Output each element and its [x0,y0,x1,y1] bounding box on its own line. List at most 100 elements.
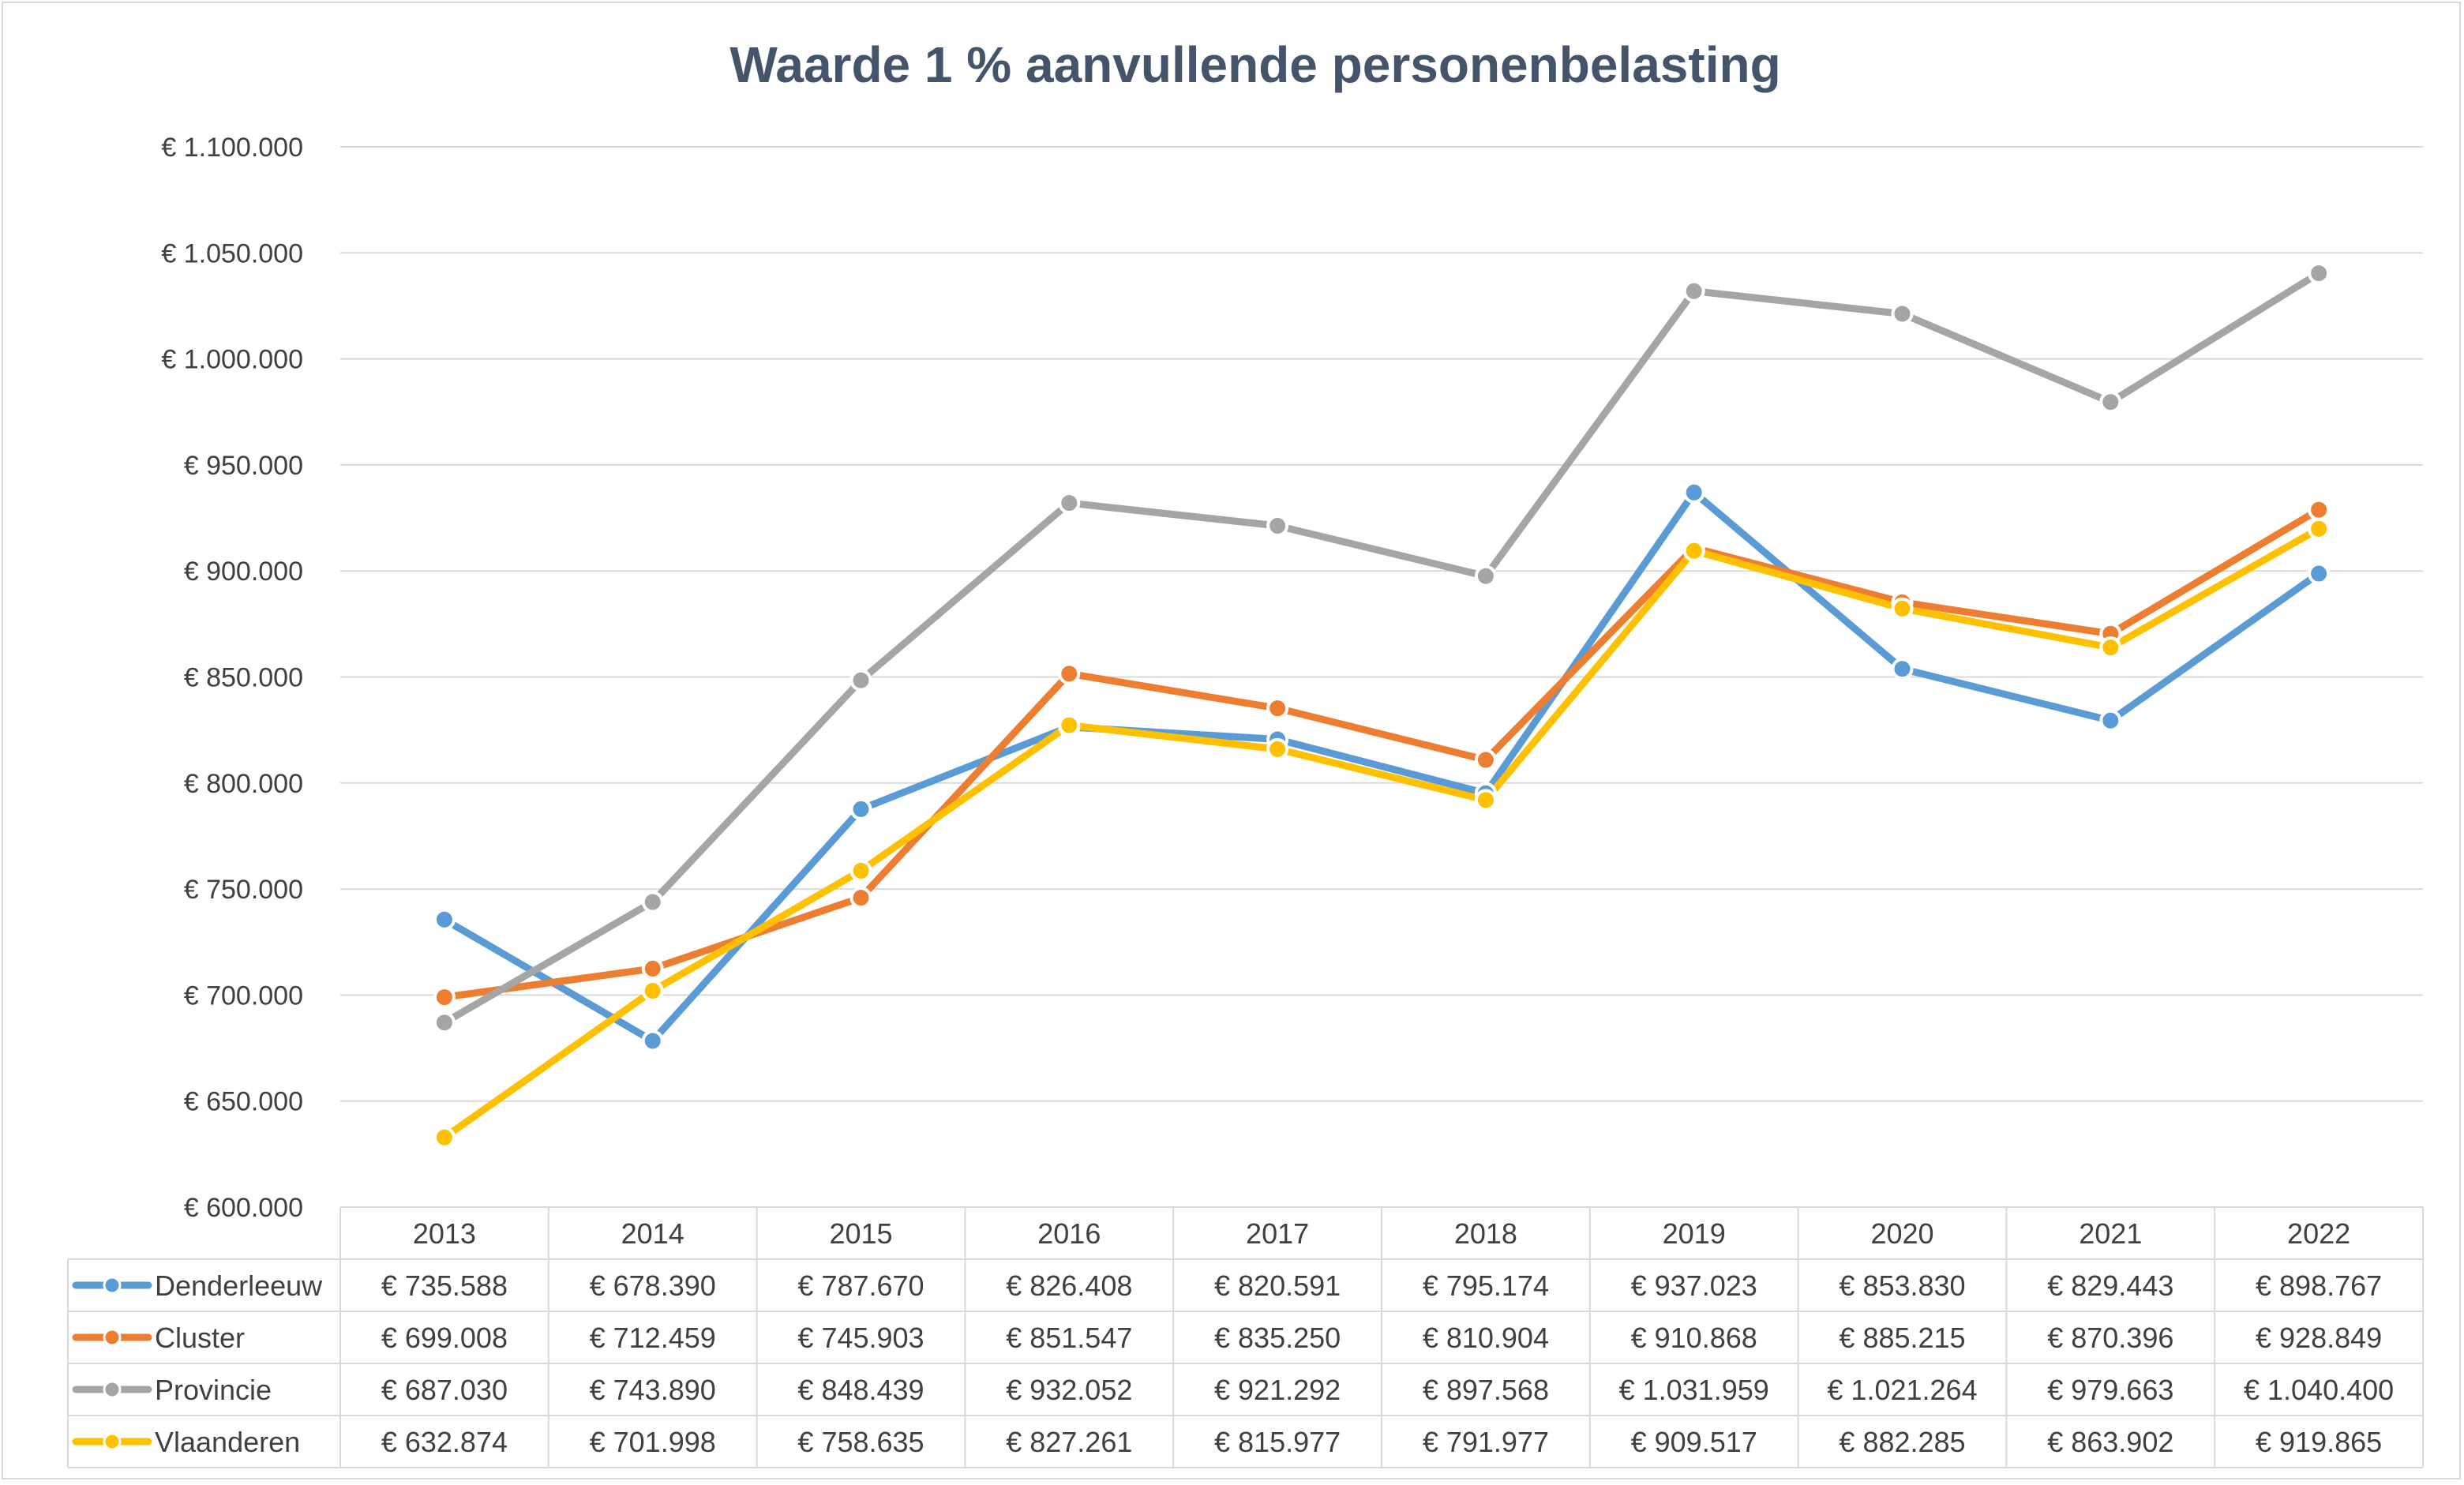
gridlines [340,146,2423,1208]
data-point [849,669,872,692]
data-point [2099,636,2122,659]
data-point [1682,481,1705,504]
data-point [1891,302,1914,325]
plot-area [433,262,2331,1149]
table-cell: € 897.568 [1423,1374,1549,1406]
table-cell: € 910.868 [1631,1322,1757,1354]
data-point [1891,597,1914,620]
x-tick-label: 2013 [413,1217,476,1250]
table-cell: € 701.998 [590,1426,716,1458]
table-cell: € 898.767 [2256,1269,2382,1302]
data-point [849,797,872,820]
data-point [849,887,872,909]
x-tick-label: 2018 [1454,1217,1517,1250]
x-tick-label: 2015 [829,1217,892,1250]
data-point [1474,748,1497,771]
data-point [2308,517,2331,540]
table-cell: € 937.023 [1631,1269,1757,1302]
data-point [2308,562,2331,585]
data-table: 2013 2014 2015 2016 2017 2018 2019 2020 2021 2022… [67,1206,2424,1468]
legend-entry: Provincie [155,1374,272,1406]
data-point [1266,737,1289,760]
table-cell: € 678.390 [590,1269,716,1302]
data-point [433,1011,456,1034]
y-tick-label: € 650.000 [184,1087,303,1117]
x-tick-label: 2022 [2287,1217,2350,1250]
table-cell: € 791.977 [1423,1426,1549,1458]
y-tick-label: € 600.000 [184,1193,303,1223]
legend-key-marker [103,1380,122,1399]
legend-entry: Cluster [155,1322,245,1354]
y-tick-label: € 800.000 [184,769,303,799]
table-cell: € 815.977 [1214,1426,1341,1458]
data-point [641,980,664,1003]
y-tick-label: € 850.000 [184,663,303,693]
table-cell: € 820.591 [1214,1269,1341,1302]
x-tick-label: 2014 [621,1217,684,1250]
legend-key-marker [103,1432,122,1451]
table-cell: € 919.865 [2256,1426,2382,1458]
data-point [849,859,872,882]
x-tick-label: 2016 [1037,1217,1101,1250]
table-cell: € 758.635 [797,1426,924,1458]
line-chart: Waarde 1 % aanvullende personenbelasting… [67,36,2424,1468]
table-cell: € 632.874 [381,1426,508,1458]
series-line [441,269,2323,1026]
data-point [2308,262,2331,285]
chart-title: Waarde 1 % aanvullende personenbelasting [729,36,1780,93]
data-point [1058,714,1081,737]
table-cell: € 712.459 [590,1322,716,1354]
table-cell: € 979.663 [2047,1374,2173,1406]
table-cell: € 928.849 [2256,1322,2382,1354]
data-point [1682,539,1705,562]
table-cell: € 853.830 [1839,1269,1965,1302]
table-cell: € 743.890 [590,1374,716,1406]
table-cell: € 810.904 [1423,1322,1549,1354]
data-point [433,986,456,1009]
legend-key-marker [103,1276,122,1295]
data-point [641,957,664,980]
x-tick-label: 2019 [1663,1217,1726,1250]
data-point [1266,697,1289,720]
table-cell: € 909.517 [1631,1426,1757,1458]
table-cell: € 829.443 [2047,1269,2173,1302]
data-point [433,908,456,931]
table-cell: € 932.052 [1006,1374,1132,1406]
data-point [1474,564,1497,587]
table-cell: € 882.285 [1839,1426,1965,1458]
legend-key-marker [103,1328,122,1347]
y-tick-label: € 950.000 [184,451,303,481]
data-point [1058,492,1081,515]
table-cell: € 735.588 [381,1269,508,1302]
y-tick-label: € 900.000 [184,557,303,587]
data-point [1266,515,1289,538]
data-point [2308,498,2331,521]
table-cell: € 699.008 [381,1322,508,1354]
legend-entry: Vlaanderen [155,1426,300,1458]
table-cell: € 687.030 [381,1374,508,1406]
y-tick-label: € 1.050.000 [161,238,303,268]
legend-entry: Denderleeuw [155,1269,323,1302]
table-cell: € 787.670 [797,1269,924,1302]
data-point [433,1126,456,1149]
table-cell: € 826.408 [1006,1269,1132,1302]
table-cell: € 921.292 [1214,1374,1341,1406]
table-cell: € 1.040.400 [2244,1374,2394,1406]
table-cell: € 835.250 [1214,1322,1341,1354]
table-cell: € 885.215 [1839,1322,1965,1354]
table-cell: € 1.021.264 [1827,1374,1977,1406]
series-line [441,489,2323,1044]
y-tick-label: € 1.000.000 [161,345,303,375]
table-cell: € 827.261 [1006,1426,1132,1458]
data-point [641,891,664,913]
data-point [1891,658,1914,681]
table-cell: € 851.547 [1006,1322,1132,1354]
data-point [1058,662,1081,685]
y-tick-label: € 700.000 [184,981,303,1011]
x-tick-label: 2021 [2079,1217,2142,1250]
series-line [441,525,2323,1142]
data-point [2099,709,2122,732]
table-cell: € 870.396 [2047,1322,2173,1354]
x-tick-label: 2017 [1246,1217,1309,1250]
